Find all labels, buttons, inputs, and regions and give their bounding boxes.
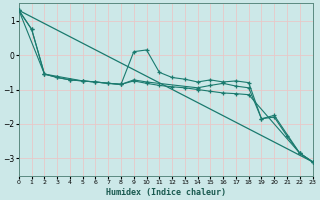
X-axis label: Humidex (Indice chaleur): Humidex (Indice chaleur) bbox=[106, 188, 226, 197]
